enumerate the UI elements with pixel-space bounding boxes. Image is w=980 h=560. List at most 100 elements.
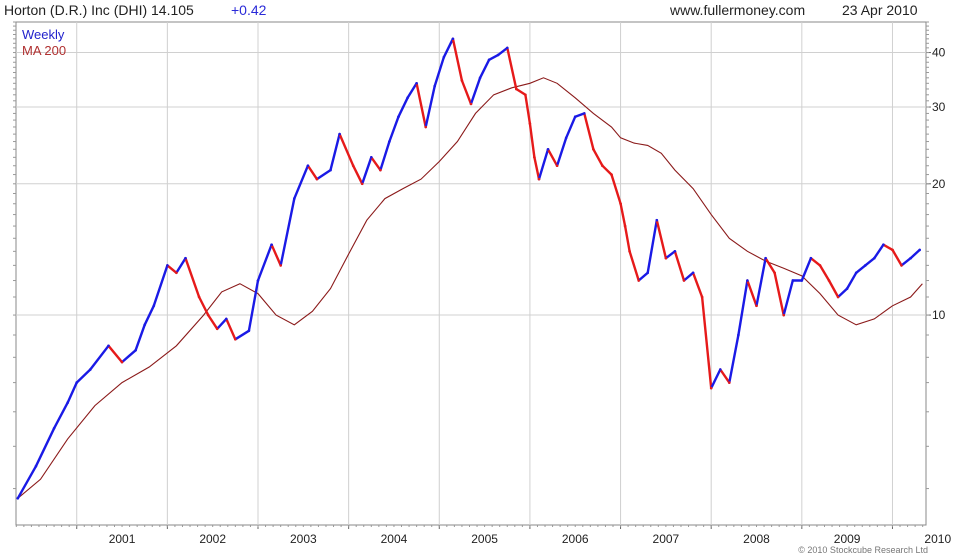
weekly-point [16,497,20,500]
weekly-segment [533,156,541,181]
weekly-point [234,338,237,341]
weekly-point [700,295,704,299]
weekly-point [52,427,56,430]
weekly-segment [800,257,813,282]
weekly-segment [433,56,445,88]
weekly-point [515,87,518,91]
weekly-point [442,56,446,59]
x-tick-label: 2001 [109,532,136,546]
weekly-point [655,218,659,222]
weekly-segment [16,465,38,500]
weekly-point [270,243,273,246]
weekly-segment [746,279,758,307]
weekly-point [406,96,409,100]
weekly-point [75,381,78,384]
x-tick-label: 2002 [199,532,226,546]
weekly-point [764,256,767,260]
weekly-point [537,177,541,181]
weekly-segment [882,243,894,252]
weekly-point [89,368,92,371]
weekly-segment [247,279,260,332]
weekly-segment [166,264,178,274]
weekly-point [918,248,921,252]
weekly-point [546,148,550,151]
weekly-point [107,344,110,348]
copyright-note: © 2010 Stockcube Research Ltd [798,545,928,555]
weekly-point [184,256,187,260]
weekly-segment [329,132,341,172]
chart-legend: Weekly MA 200 [22,27,66,59]
weekly-point [601,164,604,167]
weekly-segment [682,271,695,282]
x-tick-label: 2010 [924,532,951,546]
weekly-segment [528,122,536,159]
weekly-segment [34,427,56,468]
weekly-point [487,58,491,62]
weekly-segment [710,368,722,390]
legend-weekly: Weekly [22,27,65,42]
weekly-segment [700,295,713,390]
weekly-segment [628,250,640,282]
weekly-point [329,168,332,172]
weekly-point [610,173,613,176]
weekly-segment [134,323,146,352]
weekly-point [215,327,219,331]
weekly-segment [152,264,169,307]
weekly-point [424,125,428,129]
weekly-point [773,271,776,275]
weekly-segment [338,132,355,167]
weekly-point [664,256,668,260]
weekly-point [673,250,677,253]
weekly-point [864,264,867,267]
price-change: +0.42 [231,2,267,18]
weekly-point [370,156,373,159]
weekly-point [555,164,559,167]
weekly-segment [361,156,373,186]
weekly-point [478,76,482,80]
weekly-segment [909,248,921,260]
weekly-segment [845,271,858,290]
weekly-point [533,156,536,159]
weekly-point [873,256,876,260]
weekly-point [836,295,840,299]
weekly-point [564,136,568,140]
weekly-segment [737,279,749,337]
weekly-point [256,279,260,282]
weekly-segment [601,164,613,176]
weekly-point [827,279,831,282]
weekly-segment [478,58,491,80]
weekly-segment [75,368,92,384]
weekly-point [34,465,38,468]
weekly-point [306,164,310,167]
weekly-point [293,197,296,200]
weekly-segment [469,76,482,106]
weekly-segment [352,164,364,186]
weekly-point [728,381,731,384]
weekly-segment [827,279,840,299]
weekly-point [506,46,509,50]
weekly-segment [143,304,156,326]
weekly-segment [460,79,473,106]
weekly-segment [107,344,124,364]
weekly-segment [773,271,785,317]
x-tick-label: 2008 [743,532,770,546]
weekly-segment [120,349,137,364]
weekly-point [197,295,201,299]
weekly-point [528,122,532,125]
weekly-point [451,37,455,41]
weekly-segment [270,243,282,267]
weekly-point [152,304,156,308]
y-tick-label: 20 [932,177,946,191]
weekly-segment [537,148,550,181]
weekly-segment [637,271,649,282]
weekly-segment [293,164,310,200]
weekly-point [709,386,713,390]
weekly-point [882,243,885,246]
weekly-point [166,264,169,267]
weekly-segment [673,250,686,282]
weekly-point [818,264,822,267]
weekly-point [206,313,210,317]
weekly-segment [782,279,794,317]
weekly-point [800,279,804,282]
